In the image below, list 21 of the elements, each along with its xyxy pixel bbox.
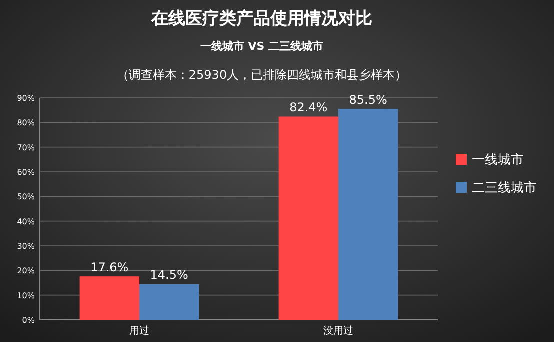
x-tick-label: 用过: [130, 325, 150, 337]
legend-label: 一线城市: [472, 153, 524, 168]
y-tick-label: 30%: [17, 242, 36, 251]
y-tick-label: 0%: [22, 316, 36, 325]
text: （调查样本：25930人，已排除四线城市和县乡样本）: [116, 68, 408, 82]
legend-label: 二三线城市: [472, 181, 537, 196]
data-label: 82.4%: [290, 100, 328, 115]
y-tick-label: 70%: [17, 143, 36, 152]
y-tick-label: 60%: [17, 168, 36, 177]
y-tick-label: 50%: [17, 192, 36, 202]
y-tick-label: 80%: [17, 118, 36, 128]
x-tick-label: 没用过: [324, 325, 354, 337]
y-tick-label: 10%: [17, 291, 36, 300]
data-label: 85.5%: [349, 93, 388, 108]
data-label: 14.5%: [150, 268, 188, 282]
chart-subtitle: 一线城市 VS 二三线城市: [200, 40, 324, 53]
y-tick-label: 40%: [17, 217, 36, 226]
y-tick-label: 20%: [17, 266, 36, 276]
data-label: 17.6%: [90, 260, 129, 275]
chart-title: 在线医疗类产品使用情况对比: [150, 9, 372, 29]
y-tick-label: 90%: [17, 94, 36, 103]
